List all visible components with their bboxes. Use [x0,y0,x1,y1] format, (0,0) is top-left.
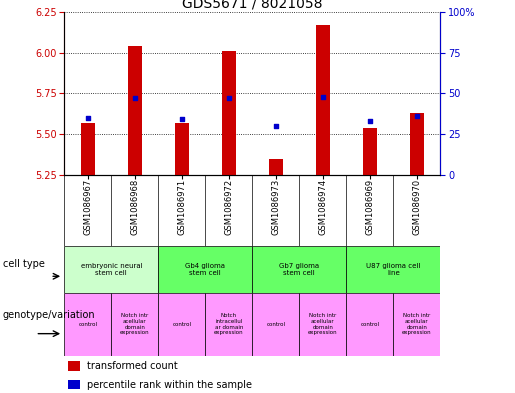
Point [413,113,421,119]
Bar [252,293,299,356]
Bar [205,293,252,356]
Bar [410,113,424,175]
Bar [159,246,252,293]
Text: GSM1086970: GSM1086970 [413,178,421,235]
Bar [252,246,346,293]
Bar [67,361,80,371]
Text: GSM1086969: GSM1086969 [365,178,374,235]
Text: GSM1086974: GSM1086974 [318,178,328,235]
Text: control: control [173,322,192,327]
Text: GSM1086967: GSM1086967 [83,178,92,235]
Point [272,123,280,129]
Bar [111,293,159,356]
Point [225,95,233,101]
Text: Notch intr
acellular
domain
expression: Notch intr acellular domain expression [120,313,150,335]
Text: GSM1086973: GSM1086973 [271,178,280,235]
Text: control: control [360,322,380,327]
Point [319,94,327,100]
Text: GSM1086968: GSM1086968 [130,178,140,235]
Bar [299,293,346,356]
Text: Gb4 glioma
stem cell: Gb4 glioma stem cell [185,263,226,276]
Bar [346,293,393,356]
Bar [175,123,189,175]
Point [366,118,374,124]
Bar [269,159,283,175]
Text: genotype/variation: genotype/variation [3,310,95,320]
Bar [81,123,95,175]
Text: embryonic neural
stem cell: embryonic neural stem cell [80,263,142,276]
Text: control: control [78,322,97,327]
Point [131,95,139,101]
Point [178,116,186,123]
Text: percentile rank within the sample: percentile rank within the sample [87,380,252,390]
Text: U87 glioma cell
line: U87 glioma cell line [366,263,421,276]
Text: GSM1086971: GSM1086971 [177,178,186,235]
Bar [128,46,142,175]
Bar [159,293,205,356]
Text: control: control [266,322,285,327]
Text: Notch intr
acellular
domain
expression: Notch intr acellular domain expression [308,313,338,335]
Bar [363,128,377,175]
Bar [222,51,236,175]
Bar [316,25,330,175]
Text: Gb7 glioma
stem cell: Gb7 glioma stem cell [279,263,319,276]
Text: GSM1086972: GSM1086972 [225,178,233,235]
Text: cell type: cell type [3,259,44,270]
Text: Notch intr
acellular
domain
expression: Notch intr acellular domain expression [402,313,432,335]
Text: Notch
intracellul
ar domain
expression: Notch intracellul ar domain expression [214,313,244,335]
Point [84,115,92,121]
Bar [67,380,80,389]
Bar [346,246,440,293]
Title: GDS5671 / 8021058: GDS5671 / 8021058 [182,0,322,11]
Bar [64,246,159,293]
Text: transformed count: transformed count [87,361,178,371]
Bar [393,293,440,356]
Bar [64,293,111,356]
